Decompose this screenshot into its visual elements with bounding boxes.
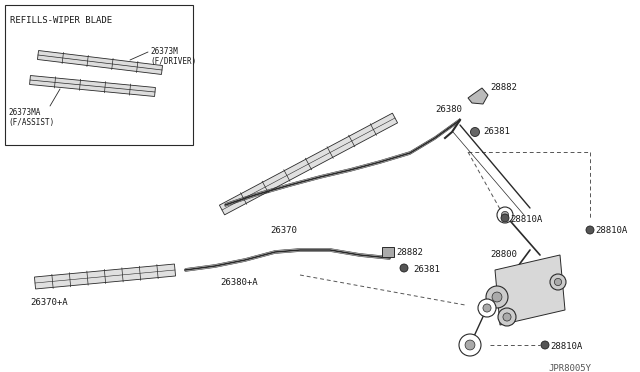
- Text: 26373MA
(F/ASSIST): 26373MA (F/ASSIST): [8, 108, 54, 127]
- Text: REFILLS-WIPER BLADE: REFILLS-WIPER BLADE: [10, 16, 112, 25]
- Text: 28882: 28882: [396, 248, 423, 257]
- Polygon shape: [38, 51, 163, 74]
- Text: 28810A: 28810A: [550, 342, 582, 351]
- Polygon shape: [220, 113, 397, 215]
- Circle shape: [486, 286, 508, 308]
- Circle shape: [492, 292, 502, 302]
- Text: 26373M
(F/DRIVER): 26373M (F/DRIVER): [150, 47, 196, 66]
- Text: 26381: 26381: [483, 127, 510, 136]
- Text: 26370+A: 26370+A: [30, 298, 68, 307]
- Text: JPR8005Y: JPR8005Y: [548, 364, 591, 372]
- Text: 28882: 28882: [490, 83, 517, 92]
- Circle shape: [400, 264, 408, 272]
- Text: 26380+A: 26380+A: [220, 278, 258, 287]
- Circle shape: [586, 226, 594, 234]
- Circle shape: [483, 304, 491, 312]
- Circle shape: [554, 278, 562, 286]
- Circle shape: [470, 128, 479, 137]
- Polygon shape: [35, 264, 175, 289]
- Polygon shape: [29, 76, 156, 96]
- Bar: [5, 5, 193, 145]
- Circle shape: [498, 308, 516, 326]
- Circle shape: [541, 341, 549, 349]
- Circle shape: [501, 214, 509, 222]
- Circle shape: [503, 313, 511, 321]
- Polygon shape: [495, 255, 565, 325]
- Polygon shape: [382, 247, 394, 257]
- Circle shape: [501, 211, 509, 219]
- Text: 26380: 26380: [435, 105, 462, 114]
- Circle shape: [459, 334, 481, 356]
- Text: 26370: 26370: [270, 226, 297, 235]
- Circle shape: [478, 299, 496, 317]
- Circle shape: [465, 340, 475, 350]
- Text: 26381: 26381: [413, 265, 440, 274]
- Text: 28810A: 28810A: [595, 226, 627, 235]
- Text: 28800: 28800: [490, 250, 517, 259]
- Polygon shape: [468, 88, 488, 104]
- Circle shape: [497, 207, 513, 223]
- Text: 28810A: 28810A: [510, 215, 542, 224]
- Circle shape: [550, 274, 566, 290]
